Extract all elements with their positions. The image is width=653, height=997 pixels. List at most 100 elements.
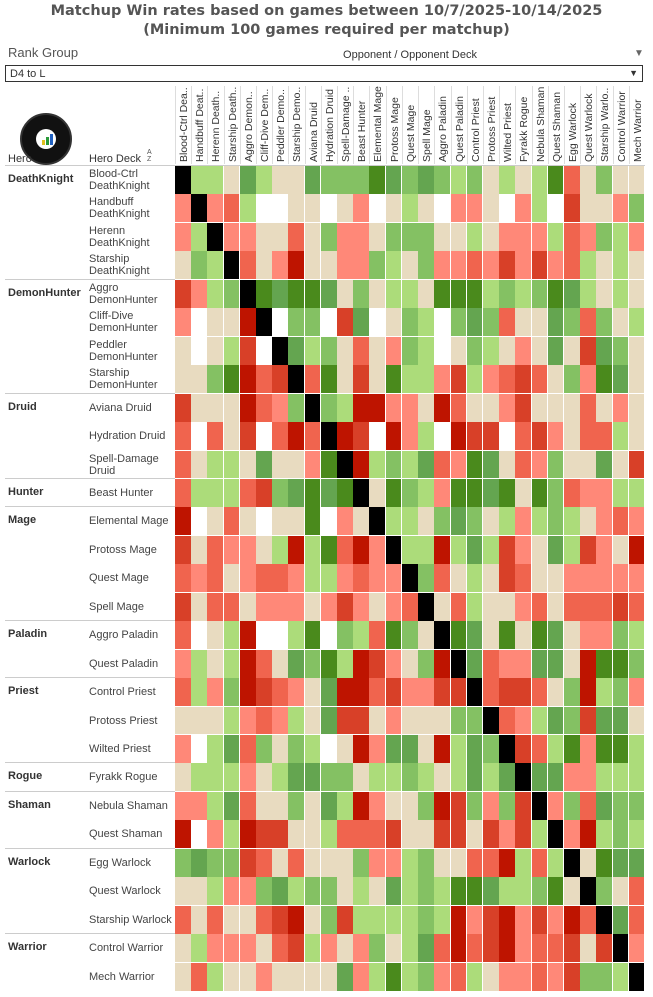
- heatmap-cell[interactable]: [288, 251, 306, 281]
- heatmap-cell[interactable]: [385, 166, 403, 195]
- heatmap-cell[interactable]: [256, 592, 273, 622]
- column-header[interactable]: Handbuff Deat..: [191, 86, 207, 164]
- heatmap-cell[interactable]: [191, 336, 208, 366]
- heatmap-cell[interactable]: [353, 678, 370, 708]
- heatmap-cell[interactable]: [466, 336, 484, 366]
- heatmap-cell[interactable]: [337, 308, 354, 338]
- heatmap-cell[interactable]: [466, 507, 484, 537]
- heatmap-cell[interactable]: [320, 621, 338, 651]
- heatmap-cell[interactable]: [223, 791, 241, 821]
- heatmap-cell[interactable]: [628, 194, 646, 224]
- heatmap-cell[interactable]: [401, 535, 419, 565]
- heatmap-cell[interactable]: [353, 848, 370, 878]
- heatmap-cell[interactable]: [482, 251, 500, 281]
- heatmap-cell[interactable]: [304, 535, 322, 565]
- heatmap-cell[interactable]: [239, 820, 257, 850]
- heatmap-cell[interactable]: [369, 507, 387, 537]
- heatmap-cell[interactable]: [580, 649, 597, 679]
- column-header[interactable]: Aggro Paladin: [434, 86, 450, 164]
- column-header[interactable]: Quest Shaman: [547, 86, 564, 164]
- heatmap-cell[interactable]: [304, 507, 322, 537]
- heatmap-cell[interactable]: [369, 478, 387, 508]
- heatmap-cell[interactable]: [256, 478, 273, 508]
- heatmap-cell[interactable]: [547, 393, 565, 423]
- heatmap-cell[interactable]: [385, 251, 403, 281]
- heatmap-cell[interactable]: [320, 564, 338, 594]
- heatmap-cell[interactable]: [304, 877, 322, 907]
- heatmap-cell[interactable]: [191, 649, 208, 679]
- heatmap-cell[interactable]: [401, 308, 419, 338]
- heatmap-cell[interactable]: [450, 763, 468, 793]
- heatmap-cell[interactable]: [515, 393, 533, 423]
- heatmap-cell[interactable]: [434, 166, 451, 195]
- heatmap-cell[interactable]: [418, 478, 435, 508]
- heatmap-cell[interactable]: [401, 649, 419, 679]
- heatmap-cell[interactable]: [418, 962, 435, 992]
- heatmap-cell[interactable]: [628, 507, 646, 537]
- column-header[interactable]: Quest Paladin: [450, 86, 467, 164]
- heatmap-cell[interactable]: [223, 308, 241, 338]
- heatmap-cell[interactable]: [628, 478, 646, 508]
- column-header[interactable]: Spell-Damage ..: [337, 86, 353, 164]
- heatmap-cell[interactable]: [434, 763, 451, 793]
- heatmap-cell[interactable]: [547, 791, 565, 821]
- heatmap-cell[interactable]: [272, 735, 289, 764]
- heatmap-cell[interactable]: [596, 535, 614, 565]
- heatmap-cell[interactable]: [563, 735, 581, 764]
- heatmap-cell[interactable]: [353, 934, 370, 964]
- heatmap-cell[interactable]: [256, 422, 273, 451]
- heatmap-cell[interactable]: [580, 592, 597, 622]
- heatmap-cell[interactable]: [256, 535, 273, 565]
- heatmap-cell[interactable]: [207, 450, 225, 480]
- heatmap-cell[interactable]: [628, 934, 646, 964]
- heatmap-cell[interactable]: [337, 564, 354, 594]
- heatmap-cell[interactable]: [499, 905, 516, 935]
- heatmap-cell[interactable]: [175, 848, 192, 878]
- heatmap-cell[interactable]: [288, 222, 306, 252]
- heatmap-cell[interactable]: [563, 848, 581, 878]
- heatmap-cell[interactable]: [612, 820, 630, 850]
- heatmap-cell[interactable]: [499, 592, 516, 622]
- heatmap-cell[interactable]: [547, 621, 565, 651]
- column-header[interactable]: Control Warrior: [612, 86, 629, 164]
- heatmap-cell[interactable]: [256, 279, 273, 309]
- heatmap-cell[interactable]: [596, 592, 614, 622]
- heatmap-cell[interactable]: [418, 706, 435, 736]
- heatmap-cell[interactable]: [547, 279, 565, 309]
- heatmap-cell[interactable]: [612, 393, 630, 423]
- heatmap-cell[interactable]: [531, 763, 549, 793]
- heatmap-cell[interactable]: [547, 478, 565, 508]
- heatmap-cell[interactable]: [191, 820, 208, 850]
- heatmap-cell[interactable]: [207, 478, 225, 508]
- heatmap-cell[interactable]: [596, 678, 614, 708]
- heatmap-cell[interactable]: [466, 251, 484, 281]
- heatmap-cell[interactable]: [482, 535, 500, 565]
- heatmap-cell[interactable]: [401, 848, 419, 878]
- heatmap-cell[interactable]: [223, 365, 241, 395]
- heatmap-cell[interactable]: [337, 336, 354, 366]
- heatmap-cell[interactable]: [175, 222, 192, 252]
- heatmap-cell[interactable]: [272, 905, 289, 935]
- heatmap-cell[interactable]: [223, 621, 241, 651]
- heatmap-cell[interactable]: [580, 507, 597, 537]
- heatmap-cell[interactable]: [223, 905, 241, 935]
- heatmap-cell[interactable]: [385, 478, 403, 508]
- heatmap-cell[interactable]: [450, 649, 468, 679]
- heatmap-cell[interactable]: [369, 649, 387, 679]
- column-header[interactable]: Aviana Druid: [304, 86, 321, 164]
- heatmap-cell[interactable]: [515, 820, 533, 850]
- heatmap-cell[interactable]: [434, 507, 451, 537]
- heatmap-cell[interactable]: [563, 422, 581, 451]
- heatmap-cell[interactable]: [580, 478, 597, 508]
- heatmap-cell[interactable]: [337, 621, 354, 651]
- heatmap-cell[interactable]: [515, 621, 533, 651]
- heatmap-cell[interactable]: [515, 251, 533, 281]
- heatmap-cell[interactable]: [466, 877, 484, 907]
- heatmap-cell[interactable]: [288, 365, 306, 395]
- heatmap-cell[interactable]: [499, 962, 516, 992]
- heatmap-cell[interactable]: [482, 564, 500, 594]
- heatmap-cell[interactable]: [223, 251, 241, 281]
- heatmap-cell[interactable]: [531, 564, 549, 594]
- heatmap-cell[interactable]: [272, 820, 289, 850]
- heatmap-cell[interactable]: [369, 735, 387, 764]
